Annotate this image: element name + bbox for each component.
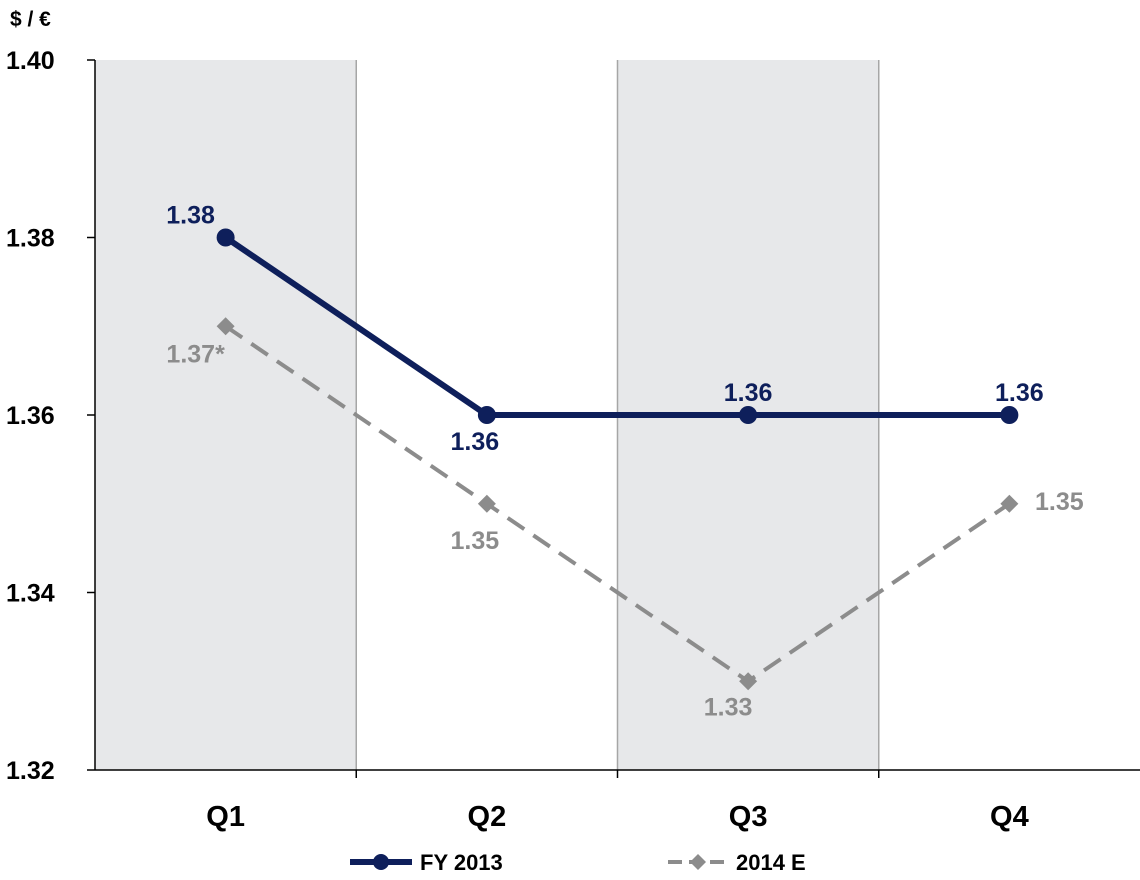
- data-label: 1.35: [1035, 488, 1084, 516]
- data-label: 1.36: [724, 379, 773, 407]
- series-2014-e: [216, 317, 1019, 691]
- legend-label: 2014 E: [736, 850, 806, 875]
- data-labels: 1.38 1.36 1.36 1.36 1.37* 1.35 1.33 1.35: [166, 202, 1084, 722]
- legend-marker-diamond: [690, 854, 706, 870]
- shaded-column-q1: [95, 60, 357, 770]
- series-line: [223, 235, 1010, 418]
- axes: 1.32 1.34 1.36 1.38 1.40 Q1 Q2 Q3 Q4: [6, 47, 1140, 833]
- data-label: 1.37*: [166, 340, 225, 368]
- data-point-circle: [216, 228, 235, 247]
- data-point-diamond: [477, 494, 496, 513]
- y-axis-unit-label: $ / €: [10, 8, 51, 31]
- data-label: 1.36: [995, 379, 1044, 407]
- x-tick-label: Q3: [729, 801, 768, 833]
- data-point-diamond: [216, 317, 235, 336]
- data-label: 1.33: [704, 693, 753, 721]
- series: [216, 228, 1019, 691]
- y-tick-label: 1.36: [6, 402, 55, 430]
- data-point-circle: [477, 406, 496, 424]
- y-tick-label: 1.38: [6, 225, 55, 253]
- y-tick-label: 1.34: [6, 580, 55, 608]
- series-fy-2013: [216, 228, 1019, 424]
- data-label: 1.36: [451, 428, 500, 456]
- data-label: 1.35: [451, 527, 500, 555]
- legend-item-fy-2013: FY 2013: [350, 850, 503, 875]
- y-tick-label: 1.40: [6, 47, 55, 75]
- series-line: [224, 324, 1011, 684]
- legend-item-2014-e: 2014 E: [668, 850, 806, 875]
- y-tick-label: 1.32: [6, 757, 55, 785]
- data-label: 1.38: [166, 202, 215, 230]
- legend: FY 2013 2014 E: [350, 850, 806, 875]
- x-tick-label: Q2: [468, 801, 507, 833]
- x-tick-label: Q1: [206, 801, 245, 833]
- data-point-circle: [739, 406, 758, 424]
- legend-label: FY 2013: [420, 850, 503, 875]
- legend-marker-circle: [373, 854, 389, 870]
- data-point-diamond: [739, 672, 758, 691]
- data-point-circle: [1000, 406, 1019, 424]
- data-point-diamond: [1000, 494, 1019, 513]
- x-tick-label: Q4: [990, 801, 1029, 833]
